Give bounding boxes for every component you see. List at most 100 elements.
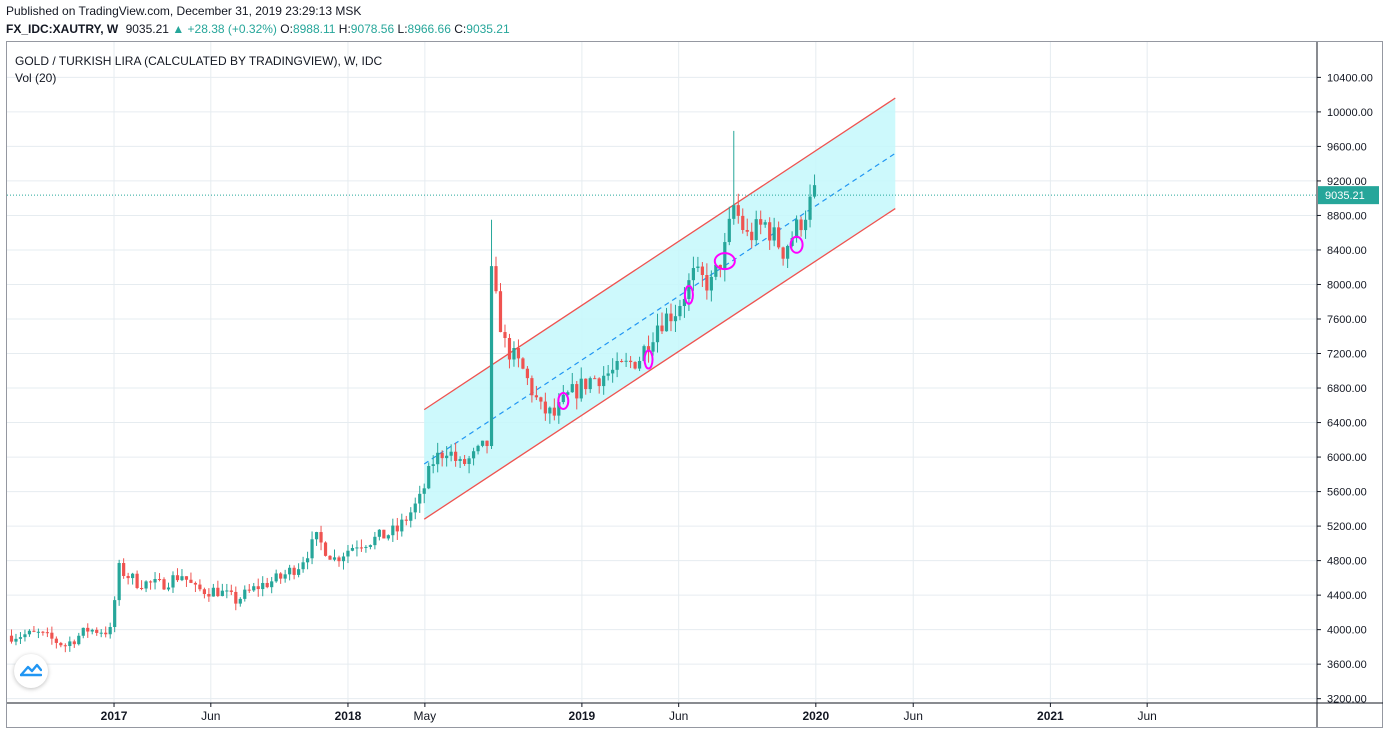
- candle-body: [198, 584, 202, 590]
- volume-indicator-label[interactable]: Vol (20): [15, 71, 57, 85]
- candle-body: [512, 348, 516, 360]
- candle-body: [754, 219, 758, 241]
- candle-body: [723, 242, 727, 270]
- annotations: [557, 235, 804, 410]
- candle: [808, 184, 812, 228]
- candle: [310, 531, 314, 565]
- candle: [328, 555, 332, 560]
- candle-body: [14, 638, 18, 642]
- candle: [445, 446, 449, 467]
- candle-body: [516, 348, 521, 359]
- candle: [534, 385, 538, 401]
- candle-body: [292, 567, 296, 575]
- candle-body: [763, 222, 767, 225]
- candle: [395, 517, 399, 540]
- candle-body: [81, 627, 85, 636]
- candle-body: [413, 503, 417, 513]
- candle-body: [503, 332, 507, 339]
- candle: [198, 579, 202, 592]
- candle-body: [803, 219, 808, 231]
- candle-body: [628, 360, 633, 363]
- y-tick-label: 7600.00: [1327, 314, 1367, 326]
- candle: [207, 588, 211, 602]
- candle-body: [579, 378, 583, 399]
- candle-body: [50, 632, 54, 639]
- tradingview-logo-icon[interactable]: [14, 654, 48, 688]
- candle: [297, 563, 301, 578]
- candle: [382, 529, 386, 539]
- candle-body: [620, 361, 624, 363]
- candle-body: [422, 488, 426, 494]
- candle: [521, 357, 525, 370]
- candle-body: [696, 266, 700, 269]
- symbol-label[interactable]: FX_IDC:XAUTRY, W: [6, 22, 119, 36]
- candle-body: [745, 229, 749, 232]
- y-tick-label: 10400.00: [1327, 72, 1373, 84]
- candle: [77, 632, 81, 646]
- candle-body: [669, 313, 673, 322]
- candle: [256, 578, 260, 597]
- y-tick-label: 5200.00: [1327, 521, 1367, 533]
- candle: [664, 307, 669, 332]
- candle: [646, 335, 651, 363]
- candle: [157, 573, 162, 582]
- candle: [166, 582, 171, 592]
- candle-body: [368, 545, 372, 547]
- candle-body: [261, 582, 265, 590]
- candle-body: [157, 579, 162, 581]
- candle: [364, 545, 368, 553]
- x-tick-label: 2018: [335, 709, 362, 723]
- candle-body: [314, 532, 319, 540]
- candle-body: [117, 563, 121, 601]
- y-tick-label: 6800.00: [1327, 383, 1367, 395]
- close-label: C:: [454, 22, 467, 36]
- candle: [41, 630, 45, 636]
- candle-body: [575, 384, 579, 399]
- candle-body: [709, 276, 713, 291]
- candle: [377, 529, 381, 541]
- candle-body: [777, 227, 781, 248]
- candle-body: [534, 395, 538, 398]
- open-label: O:: [280, 22, 293, 36]
- candle-body: [633, 362, 637, 369]
- candle-body: [467, 458, 471, 465]
- candle-body: [59, 642, 63, 646]
- candle: [337, 555, 341, 567]
- candle-body: [364, 546, 368, 548]
- candle-body: [90, 629, 94, 632]
- candle: [786, 244, 790, 269]
- candle: [584, 378, 588, 395]
- candle-body: [552, 407, 556, 416]
- candle: [579, 367, 583, 402]
- candle-body: [624, 360, 628, 362]
- y-tick-label: 4800.00: [1327, 556, 1367, 568]
- candle-body: [41, 631, 45, 633]
- last-price-tag-label: 9035.21: [1325, 190, 1365, 202]
- candle-body: [687, 280, 691, 299]
- candle: [400, 513, 404, 537]
- candle: [346, 544, 350, 564]
- candle: [355, 540, 359, 557]
- candle-body: [328, 555, 332, 560]
- candle: [391, 518, 395, 542]
- candle: [489, 219, 494, 449]
- candle: [471, 447, 476, 466]
- candle-body: [202, 589, 206, 595]
- candle: [122, 558, 126, 579]
- candle: [736, 193, 740, 224]
- candle: [126, 572, 130, 585]
- candle: [777, 221, 781, 250]
- candle-body: [400, 519, 404, 532]
- candle: [59, 641, 63, 648]
- candle-body: [691, 268, 696, 281]
- candle: [274, 569, 278, 583]
- y-tick-label: 6000.00: [1327, 452, 1367, 464]
- candle-body: [759, 219, 763, 225]
- candle-body: [355, 547, 359, 549]
- x-tick-label: May: [414, 709, 437, 723]
- candle: [597, 377, 601, 394]
- candle-body: [794, 219, 799, 239]
- candle-body: [391, 525, 395, 536]
- y-tick-label: 6400.00: [1327, 418, 1367, 430]
